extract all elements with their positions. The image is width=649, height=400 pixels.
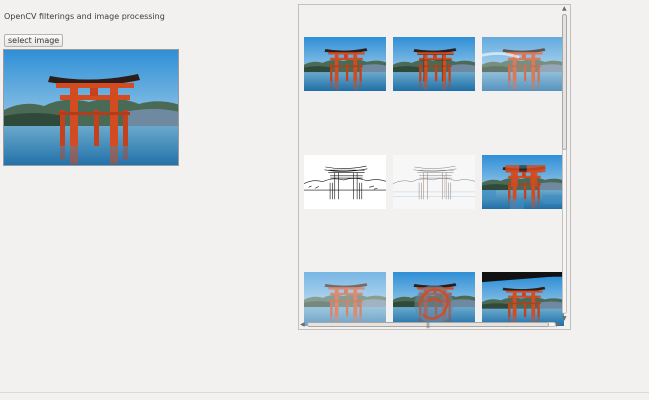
select-image-button[interactable]: select image <box>4 34 64 47</box>
arrow-up-icon[interactable]: ▲ <box>562 5 567 12</box>
thumbnail-brighten[interactable] <box>304 272 386 326</box>
bottom-divider <box>0 392 649 393</box>
thumbnail-perspective[interactable] <box>482 272 564 326</box>
horizontal-scroll-thumb[interactable]: ||| <box>307 322 549 329</box>
arrow-right-icon[interactable]: ▶ <box>556 321 561 328</box>
gallery-vertical-scrollbar[interactable]: ▲ ▼ <box>561 6 568 322</box>
thumbnail-swirl[interactable] <box>393 272 475 326</box>
scroll-grip-icon: ||| <box>426 322 430 329</box>
app-title: OpenCV filterings and image processing <box>4 12 165 21</box>
thumbnail-original[interactable] <box>304 37 386 91</box>
thumbnail-pencil-sketch[interactable] <box>393 155 475 209</box>
filter-gallery[interactable]: ▲ ▼ ◀ ||| ▶ <box>298 4 571 330</box>
arrow-down-icon[interactable]: ▼ <box>562 315 567 322</box>
arrow-left-icon[interactable]: ◀ <box>300 321 305 328</box>
thumbnail-pixelate[interactable] <box>482 155 564 209</box>
thumbnail-emboss[interactable] <box>393 37 475 91</box>
thumbnail-canny-edges[interactable] <box>304 155 386 209</box>
gallery-horizontal-scrollbar[interactable]: ◀ ||| ▶ <box>300 321 562 329</box>
thumbnail-sharpen[interactable] <box>482 37 564 91</box>
source-image <box>3 49 179 166</box>
vertical-scroll-thumb[interactable] <box>562 14 567 150</box>
